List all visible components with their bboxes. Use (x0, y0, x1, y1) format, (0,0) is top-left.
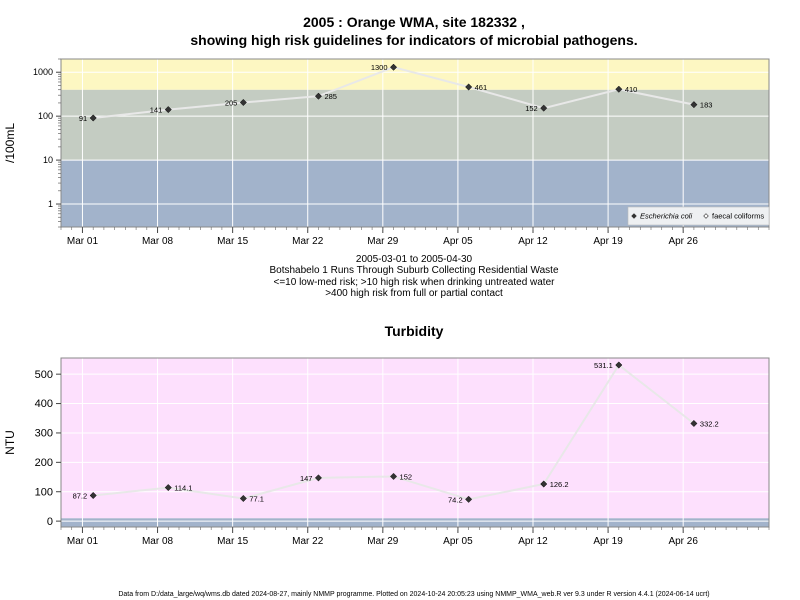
data-point (164, 484, 172, 492)
chart1-caption-date-range: 2005-03-01 to 2005-04-30 (356, 254, 473, 265)
data-point (314, 92, 323, 100)
y-tick-label: 1000 (33, 67, 53, 77)
chart1-title: 2005 : Orange WMA, site 182332 , (303, 14, 525, 30)
y-tick-label: 100 (35, 486, 53, 498)
risk-band-0 (61, 518, 769, 527)
legend-marker (703, 213, 709, 219)
x-tick-label: Apr 05 (443, 536, 473, 547)
x-tick-label: Apr 19 (593, 236, 623, 247)
risk-band-2 (61, 59, 769, 90)
y-tick-label: 100 (38, 111, 53, 121)
data-label: 410 (625, 85, 638, 94)
data-point (540, 104, 548, 112)
data-point (690, 419, 698, 428)
data-point (164, 106, 172, 114)
data-label: 147 (300, 474, 313, 483)
data-label: 114.1 (174, 484, 192, 493)
y-tick-label: 400 (35, 398, 53, 410)
data-label: 152 (400, 472, 413, 481)
x-tick-label: Mar 15 (217, 236, 249, 247)
x-tick-label: Apr 26 (668, 536, 698, 547)
data-label: 531.1 (594, 361, 613, 370)
data-point (314, 474, 323, 482)
x-tick-label: Apr 12 (518, 536, 548, 547)
x-tick-label: Apr 19 (593, 536, 623, 547)
risk-band-1 (61, 89, 769, 161)
y-tick-label: 0 (47, 516, 53, 528)
footer-note: Data from D:/data_large/wq/wms.db dated … (118, 591, 709, 598)
ecoli-chart: 1 10 100 1000 Mar 01 Mar 08 Mar 15 Mar 22 Mar 29… (3, 58, 770, 247)
x-tick-label: Apr 12 (518, 236, 548, 247)
data-point (615, 85, 623, 93)
data-label: 141 (150, 106, 163, 115)
y-tick-label: 500 (35, 369, 53, 381)
data-point (89, 491, 97, 500)
legend-label: faecal coliforms (712, 212, 764, 221)
data-label: 183 (700, 101, 713, 110)
x-tick-label: Mar 01 (67, 536, 99, 547)
x-tick-label: Mar 22 (292, 236, 324, 247)
x-tick-label: Mar 29 (367, 536, 399, 547)
x-tick-label: Apr 26 (668, 236, 698, 247)
y-axis-label: NTU (3, 430, 17, 455)
data-point (690, 101, 698, 109)
chart2-title: Turbidity (385, 323, 444, 339)
data-label: 126.2 (550, 480, 569, 489)
risk-band-1 (61, 358, 769, 519)
legend-box (627, 206, 770, 226)
y-tick-label: 300 (35, 428, 53, 440)
data-label: 332.2 (700, 419, 719, 428)
data-point (239, 98, 247, 107)
x-tick-label: Mar 29 (367, 236, 399, 247)
data-label: 461 (475, 83, 488, 92)
data-point (615, 361, 623, 369)
y-axis-label: /100mL (3, 123, 17, 163)
y-tick-label: 1 (48, 199, 53, 209)
data-label: 87.2 (73, 491, 88, 500)
data-point (389, 63, 398, 71)
x-tick-label: Mar 08 (142, 536, 174, 547)
data-point (389, 472, 398, 481)
data-label: 285 (324, 92, 337, 101)
data-point (540, 480, 548, 488)
data-point (89, 114, 97, 122)
x-tick-label: Mar 22 (292, 536, 324, 547)
x-tick-label: Mar 15 (217, 536, 249, 547)
data-point (465, 83, 473, 91)
data-label: 91 (79, 114, 87, 123)
data-label: 152 (525, 104, 538, 113)
chart1-caption-risk-contact: >400 high risk from full or partial cont… (325, 288, 503, 299)
legend-label: Escherichia coli (640, 212, 692, 221)
x-tick-label: Mar 01 (67, 236, 99, 247)
chart1-subtitle: showing high risk guidelines for indicat… (190, 32, 637, 48)
chart1-caption-risk-drinking: <=10 low-med risk; >10 high risk when dr… (274, 277, 556, 288)
data-label: 1300 (371, 63, 388, 72)
data-point (465, 495, 473, 503)
data-label: 77.1 (249, 494, 264, 503)
x-tick-label: Apr 05 (443, 236, 473, 247)
data-point (239, 494, 247, 503)
legend-marker (631, 213, 637, 219)
data-label: 205 (225, 98, 238, 107)
data-label: 74.2 (448, 495, 463, 504)
y-tick-label: 200 (35, 457, 53, 469)
chart1-caption-site: Botshabelo 1 Runs Through Suburb Collect… (269, 265, 558, 276)
x-tick-label: Mar 08 (142, 236, 174, 247)
turbidity-chart: 0 100 200 300 400 500 Mar 01 Mar 08 Mar 15 Mar 22… (3, 357, 770, 547)
y-tick-label: 10 (43, 155, 53, 165)
